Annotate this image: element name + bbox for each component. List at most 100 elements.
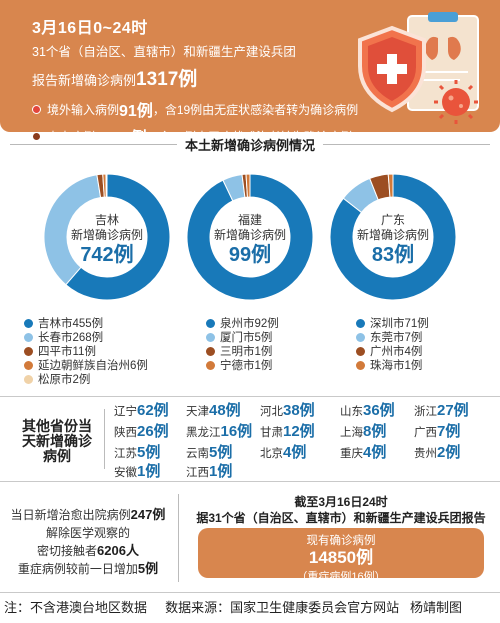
legend-label: 吉林市455例 [38,318,104,330]
province-name: 江苏 [114,448,137,460]
province-name: 江西 [186,467,209,479]
legend-item: 厦门市5例 [206,330,279,344]
legend-item: 三明市1例 [206,344,279,358]
legend-dot-icon [356,360,365,370]
province-item: 河北38例 [260,399,315,420]
province-value: 1例 [209,463,233,480]
province-item: 陕西26例 [114,420,169,441]
province-value: 5例 [137,444,161,461]
province-item: 辽宁62例 [114,399,169,420]
report-time: 3月16日0~24时 [32,20,148,37]
legend-label: 广州市4例 [370,346,423,358]
other-provinces-divider [104,409,105,469]
donut-slice [105,173,108,198]
guangdong-total: 83例 [371,244,415,266]
province-value: 62例 [137,402,169,419]
donut-charts [43,173,457,301]
province-name: 广西 [414,427,437,439]
footer-note: 注：不含港澳台地区数据 [4,600,148,615]
legend-dot-icon [206,346,215,356]
province-item: 贵州2例 [414,441,460,462]
legend-label: 长春市268例 [38,332,104,344]
legend-label: 珠海市1例 [370,360,423,372]
legend-dot-icon [24,318,33,328]
legend-item: 延边朝鲜族自治州6例 [24,358,148,372]
legend-dot-icon [356,332,365,342]
province-item: 安徽1例 [114,460,160,481]
legend-dot-icon [24,374,33,384]
province-value: 27例 [437,402,469,419]
daily-stats: 当日新增治愈出院病例247例 解除医学观察的 密切接触者6206人 重症病例较前… [8,506,168,578]
local-cases-value: 1226例 [95,130,147,147]
province-item: 黑龙江16例 [186,420,252,441]
province-item: 重庆4例 [340,441,386,462]
province-item: 甘肃12例 [260,420,315,441]
province-value: 4例 [363,444,387,461]
local-dot-icon [32,131,41,141]
legend-item: 广州市4例 [356,344,429,358]
legend-dot-icon [24,332,33,342]
released-line-1: 解除医学观察的 [45,526,130,540]
province-name: 天津 [186,406,209,418]
legend-dot-icon [206,318,215,328]
province-item: 浙江27例 [414,399,469,420]
current-cases-box: 现有确诊病例 14850例 （重症病例16例） [198,528,484,583]
province-item: 云南5例 [186,441,232,462]
legend-label: 宁德市1例 [220,360,273,372]
donut-slice [387,173,394,198]
legend-item: 宁德市1例 [206,358,279,372]
cured-value: 247例 [130,507,166,522]
province-item: 山东36例 [340,399,395,420]
province-value: 16例 [220,423,253,440]
fujian-center-label: 福建 新增确诊病例 99例 [190,213,310,267]
province-value: 4例 [283,444,307,461]
province-item: 江西1例 [186,460,232,481]
footer-author: 杨靖制图 [409,600,462,615]
imported-dot-icon [32,104,41,114]
total-new-cases-value: 1317例 [136,69,198,90]
province-item: 上海8例 [340,420,386,441]
imported-cases: 境外输入病例 91例 ，含19例由无症状感染者转为确诊病例 [32,97,358,121]
province-name: 浙江 [414,406,437,418]
province-item: 江苏5例 [114,441,160,462]
province-name: 云南 [186,448,209,460]
guangdong-center-label: 广东 新增确诊病例 83例 [333,213,453,267]
legend-label: 深圳市71例 [370,318,429,330]
province-value: 36例 [363,402,395,419]
imported-cases-value: 91例 [119,103,153,120]
section-title: 本土新增确诊病例情况 [0,134,500,154]
province-value: 7例 [437,423,461,440]
other-provinces-title: 其他省份当天新增确诊病例 [22,418,92,464]
province-name: 重庆 [340,448,363,460]
province-value: 5例 [209,444,233,461]
legend-dot-icon [206,332,215,342]
donut-slice [329,173,457,301]
cured-line: 当日新增治愈出院病例247例 [10,507,166,522]
legend-dot-icon [206,360,215,370]
province-name: 甘肃 [260,427,283,439]
legend-label: 四平市11例 [38,346,96,358]
province-name: 北京 [260,448,283,460]
legend-label: 延边朝鲜族自治州6例 [38,360,148,372]
province-name: 陕西 [114,427,137,439]
legend-item: 四平市11例 [24,344,148,358]
report-scope: 31个省（自治区、直辖市）和新疆生产建设兵团 [32,45,296,59]
province-name: 贵州 [414,448,437,460]
province-name: 辽宁 [114,406,137,418]
donut-slice [245,173,251,198]
other-provinces-panel: 其他省份当天新增确诊病例 辽宁62例 天津48例 河北38例 山东36例 浙江27例 陕西… [0,396,500,482]
province-value: 48例 [209,402,241,419]
donut-slice [65,173,171,301]
legend-label: 松原市2例 [38,374,91,386]
medical-shield-clipboard-virus-illustration [358,12,479,124]
province-value: 38例 [283,402,315,419]
guangdong-legend: 深圳市71例 东莞市7例 广州市4例 珠海市1例 [356,316,429,372]
legend-item: 深圳市71例 [356,316,429,330]
jilin-legend: 吉林市455例 长春市268例 四平市11例延边朝鲜族自治州6例 松原市2例 [24,316,148,386]
province-item: 北京4例 [260,441,306,462]
legend-label: 三明市1例 [220,346,273,358]
legend-dot-icon [356,318,365,328]
severe-cases-note: （重症病例16例） [296,571,386,583]
severe-value: 5例 [137,561,159,576]
legend-dot-icon [356,346,365,356]
